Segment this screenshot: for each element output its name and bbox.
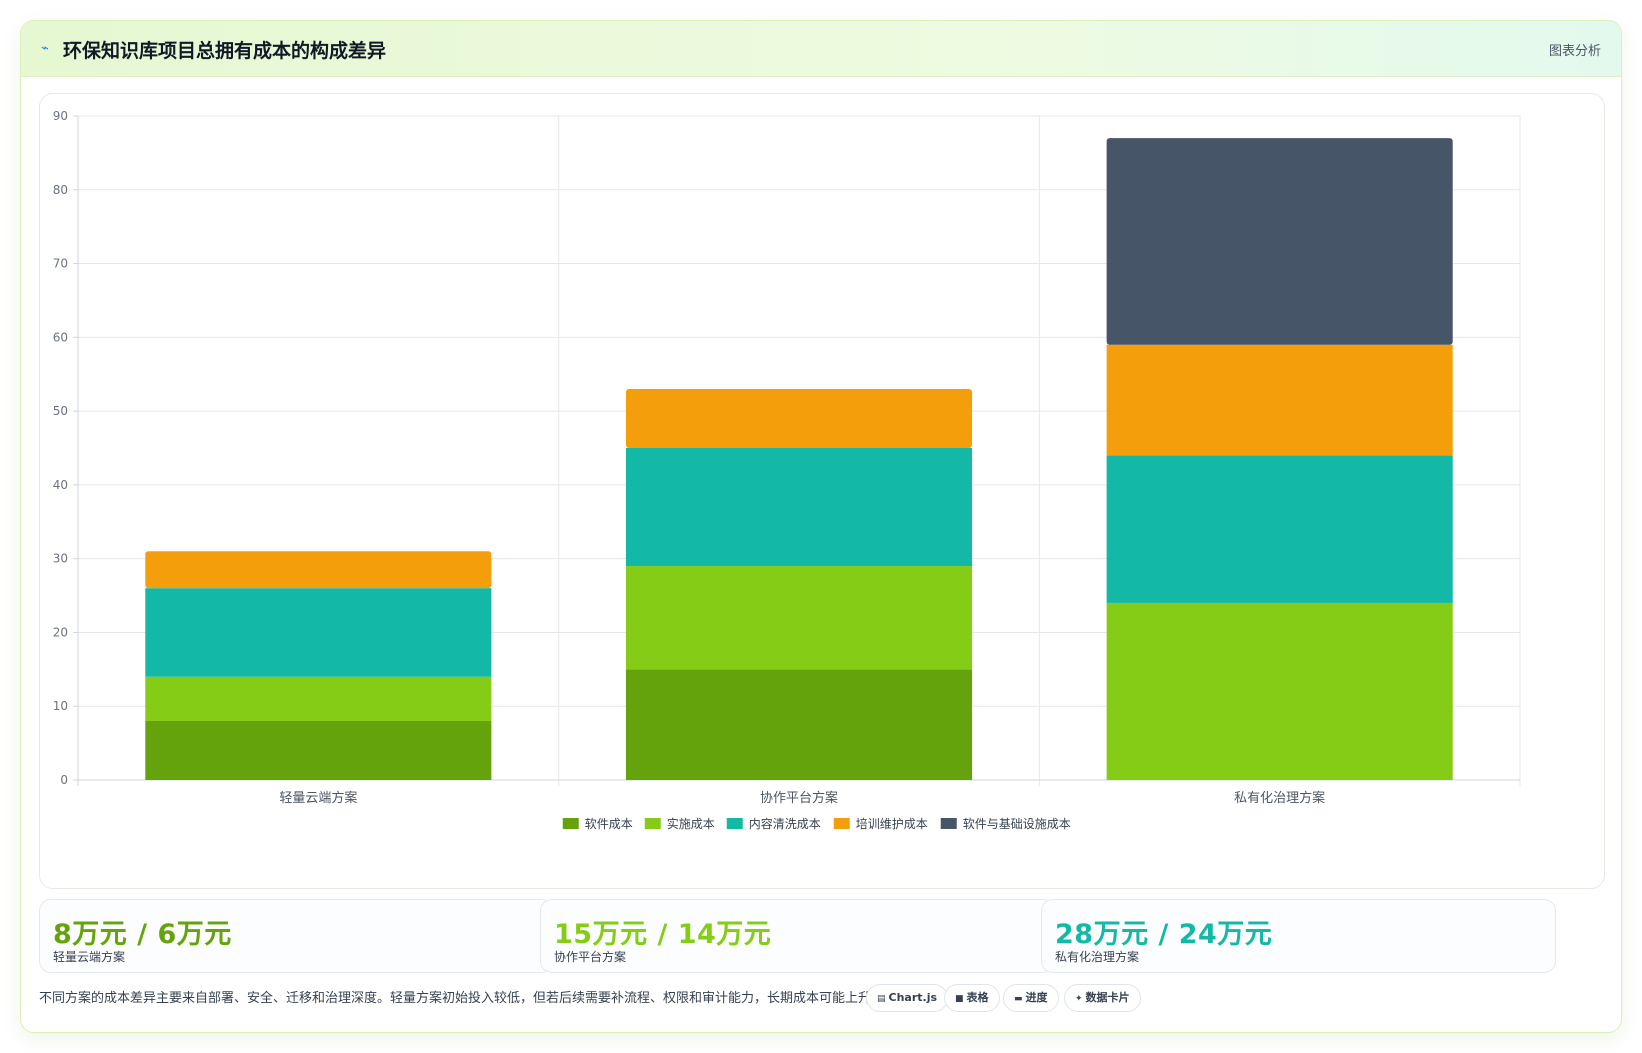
chip-progress[interactable]: ▬ 进度 xyxy=(1003,984,1059,1012)
stat-label: 协作平台方案 xyxy=(554,950,627,964)
card-title: 环保知识库项目总拥有成本的构成差异 xyxy=(63,40,387,62)
stat-label: 私有化治理方案 xyxy=(1055,950,1140,964)
stat-card-light-cloud: 8万元 / 6万元 轻量云端方案 xyxy=(39,899,554,973)
chip-data-card[interactable]: ✦ 数据卡片 xyxy=(1064,984,1141,1012)
legend-swatch xyxy=(726,818,743,829)
x-tick-label: 轻量云端方案 xyxy=(279,790,357,806)
legend-swatch xyxy=(644,818,661,829)
y-tick-label: 0 xyxy=(60,773,68,787)
stat-card-collab-platform: 15万元 / 14万元 协作平台方案 xyxy=(540,899,1055,973)
x-tick-label: 私有化治理方案 xyxy=(1234,790,1325,806)
bar-segment xyxy=(145,551,492,589)
bar-segment xyxy=(1106,344,1453,456)
legend-label: 软件成本 xyxy=(585,817,633,831)
bar-segment xyxy=(1106,138,1453,345)
chip-chartjs[interactable]: ▤ Chart.js xyxy=(866,984,949,1012)
bar-segment xyxy=(625,669,973,780)
y-tick-label: 80 xyxy=(53,183,68,197)
y-tick-label: 90 xyxy=(53,109,68,123)
legend-swatch xyxy=(940,818,957,829)
y-tick-label: 30 xyxy=(53,552,68,566)
stat-card-private-governance: 28万元 / 24万元 私有化治理方案 xyxy=(1041,899,1556,973)
bar-segment xyxy=(145,720,492,780)
stat-value: 28万元 / 24万元 xyxy=(1055,919,1273,950)
chart-icon: ▤ xyxy=(877,994,886,1004)
legend-label: 软件与基础设施成本 xyxy=(963,817,1071,831)
stat-label: 轻量云端方案 xyxy=(53,950,126,964)
y-tick-label: 50 xyxy=(53,404,68,418)
card-header: ⌁ 环保知识库项目总拥有成本的构成差异 图表分析 xyxy=(21,21,1621,77)
bar-segment xyxy=(1106,602,1453,780)
y-tick-label: 10 xyxy=(53,699,68,713)
y-tick-label: 60 xyxy=(53,330,68,344)
legend-label: 培训维护成本 xyxy=(856,816,928,831)
stacked-bar-chart: 0 10 20 30 40 50 60 70 80 90 轻量云端方案 协作平台方案 私有化治理方案软件… xyxy=(53,109,1521,831)
y-tick-label: 20 xyxy=(53,625,68,639)
chip-label: 表格 xyxy=(966,991,989,1004)
chip-table[interactable]: ■ 表格 xyxy=(944,984,1000,1012)
bar-segment xyxy=(145,676,492,721)
table-icon: ■ xyxy=(955,994,964,1004)
legend-swatch xyxy=(833,818,850,829)
chart-container: 0 10 20 30 40 50 60 70 80 90 轻量云端方案 协作平台方案 私有化治理方案软件… xyxy=(39,93,1605,889)
x-tick-label: 协作平台方案 xyxy=(760,790,838,806)
chip-label: 进度 xyxy=(1025,991,1048,1004)
bar-segment xyxy=(625,388,973,448)
y-tick-label: 40 xyxy=(53,478,68,492)
chart-card: ⌁ 环保知识库项目总拥有成本的构成差异 图表分析 0 10 20 30 40 50 60 70… xyxy=(20,20,1622,1033)
bar-segment xyxy=(145,588,492,677)
line-chart-icon: ⌁ xyxy=(41,41,49,56)
y-tick-label: 70 xyxy=(53,257,68,271)
legend-label: 内容清洗成本 xyxy=(749,816,821,831)
chip-label: 数据卡片 xyxy=(1085,991,1130,1004)
legend-label: 实施成本 xyxy=(667,816,715,831)
bar-segment xyxy=(1106,455,1453,603)
bar-segment xyxy=(625,566,973,670)
chip-label: Chart.js xyxy=(888,991,938,1004)
summary-note: 不同方案的成本差异主要来自部署、安全、迁移和治理深度。轻量方案初始投入较低，但若… xyxy=(39,991,885,1006)
sparkle-icon: ✦ xyxy=(1075,994,1083,1004)
legend-swatch xyxy=(562,818,579,829)
chart-analysis-tag[interactable]: 图表分析 xyxy=(1548,44,1601,59)
stat-value: 15万元 / 14万元 xyxy=(554,919,772,950)
stat-value: 8万元 / 6万元 xyxy=(53,919,232,950)
progress-icon: ▬ xyxy=(1014,994,1023,1004)
bar-segment xyxy=(625,448,973,567)
